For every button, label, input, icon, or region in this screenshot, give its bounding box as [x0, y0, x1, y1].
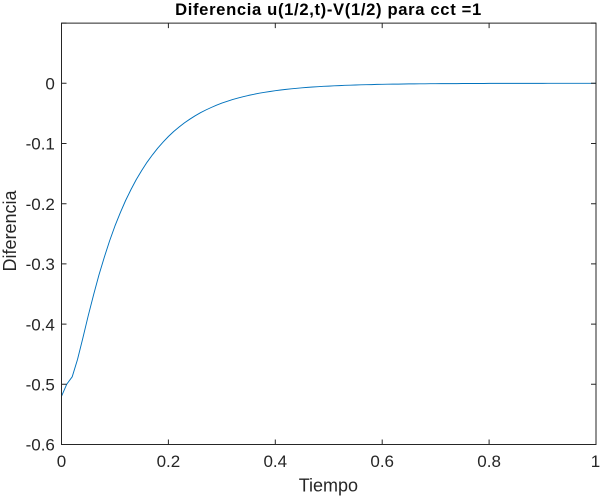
svg-text:-0.6: -0.6 — [26, 436, 55, 455]
svg-text:-0.2: -0.2 — [26, 195, 55, 214]
svg-text:Diferencia: Diferencia — [0, 189, 20, 271]
svg-text:-0.3: -0.3 — [26, 255, 55, 274]
svg-text:0.4: 0.4 — [263, 452, 287, 471]
svg-text:-0.1: -0.1 — [26, 135, 55, 154]
svg-text:0.2: 0.2 — [157, 452, 181, 471]
svg-text:-0.5: -0.5 — [26, 376, 55, 395]
svg-text:Tiempo: Tiempo — [299, 476, 358, 496]
svg-text:0: 0 — [57, 452, 66, 471]
svg-text:Diferencia u(1/2,t)-V(1/2) par: Diferencia u(1/2,t)-V(1/2) para cct =1 — [175, 0, 482, 19]
svg-text:0.8: 0.8 — [477, 452, 501, 471]
svg-text:0: 0 — [45, 75, 54, 94]
svg-text:1: 1 — [591, 452, 600, 471]
svg-text:-0.4: -0.4 — [26, 315, 55, 334]
svg-text:0.6: 0.6 — [370, 452, 394, 471]
